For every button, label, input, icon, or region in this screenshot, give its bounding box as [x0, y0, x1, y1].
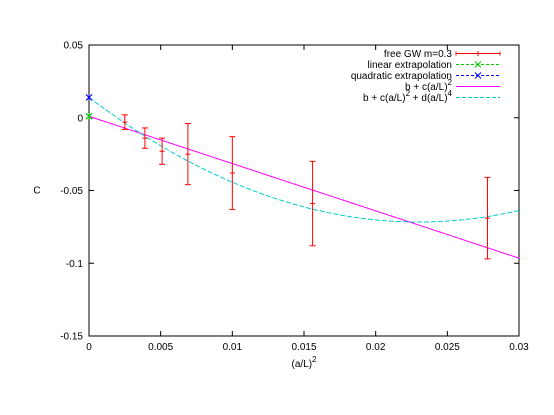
- extrapolation-point: [85, 93, 93, 101]
- y-tick-label: -0.05: [60, 186, 83, 197]
- fit-curve: [88, 115, 520, 259]
- x-tick-label: 0.02: [366, 342, 386, 353]
- axis-labels: (a/L)2 C: [33, 186, 317, 371]
- legend-sample-marker: [474, 72, 482, 79]
- fit-curves: [88, 96, 520, 259]
- x-tick-label: 0.01: [223, 342, 243, 353]
- y-axis-label: C: [33, 186, 40, 197]
- fit-curve: [88, 96, 520, 223]
- x-tick-label: 0.005: [148, 342, 173, 353]
- y-tick-label: -0.1: [66, 259, 84, 270]
- extrapolation-point: [85, 112, 93, 120]
- y-tick-label: -0.15: [60, 332, 83, 343]
- legend-label: quadratic extrapolation: [351, 71, 452, 82]
- plot-frame: [88, 44, 520, 337]
- x-tick-label: 0: [86, 342, 92, 353]
- y-tick-label: 0.05: [64, 41, 84, 52]
- legend-label: linear extrapolation: [368, 60, 453, 71]
- x-tick-label: 0.03: [509, 342, 529, 353]
- legend-sample-marker: [474, 61, 482, 68]
- legend-label: b + c(a/L)2 + d(a/L)4: [363, 89, 453, 104]
- data-points: [85, 93, 491, 260]
- axes: 0 0.005 0.01 0.015 0.02 0.025 0.03 0.05 0 -0.05 -0…: [60, 41, 529, 354]
- legend-label: b + c(a/L)2: [405, 78, 453, 93]
- legend-label: free GW m=0.3: [384, 49, 453, 60]
- x-tick-label: 0.015: [291, 342, 316, 353]
- x-tick-label: 0.025: [435, 342, 460, 353]
- x-axis-label: (a/L)2: [291, 355, 317, 370]
- y-tick-label: 0: [77, 113, 83, 124]
